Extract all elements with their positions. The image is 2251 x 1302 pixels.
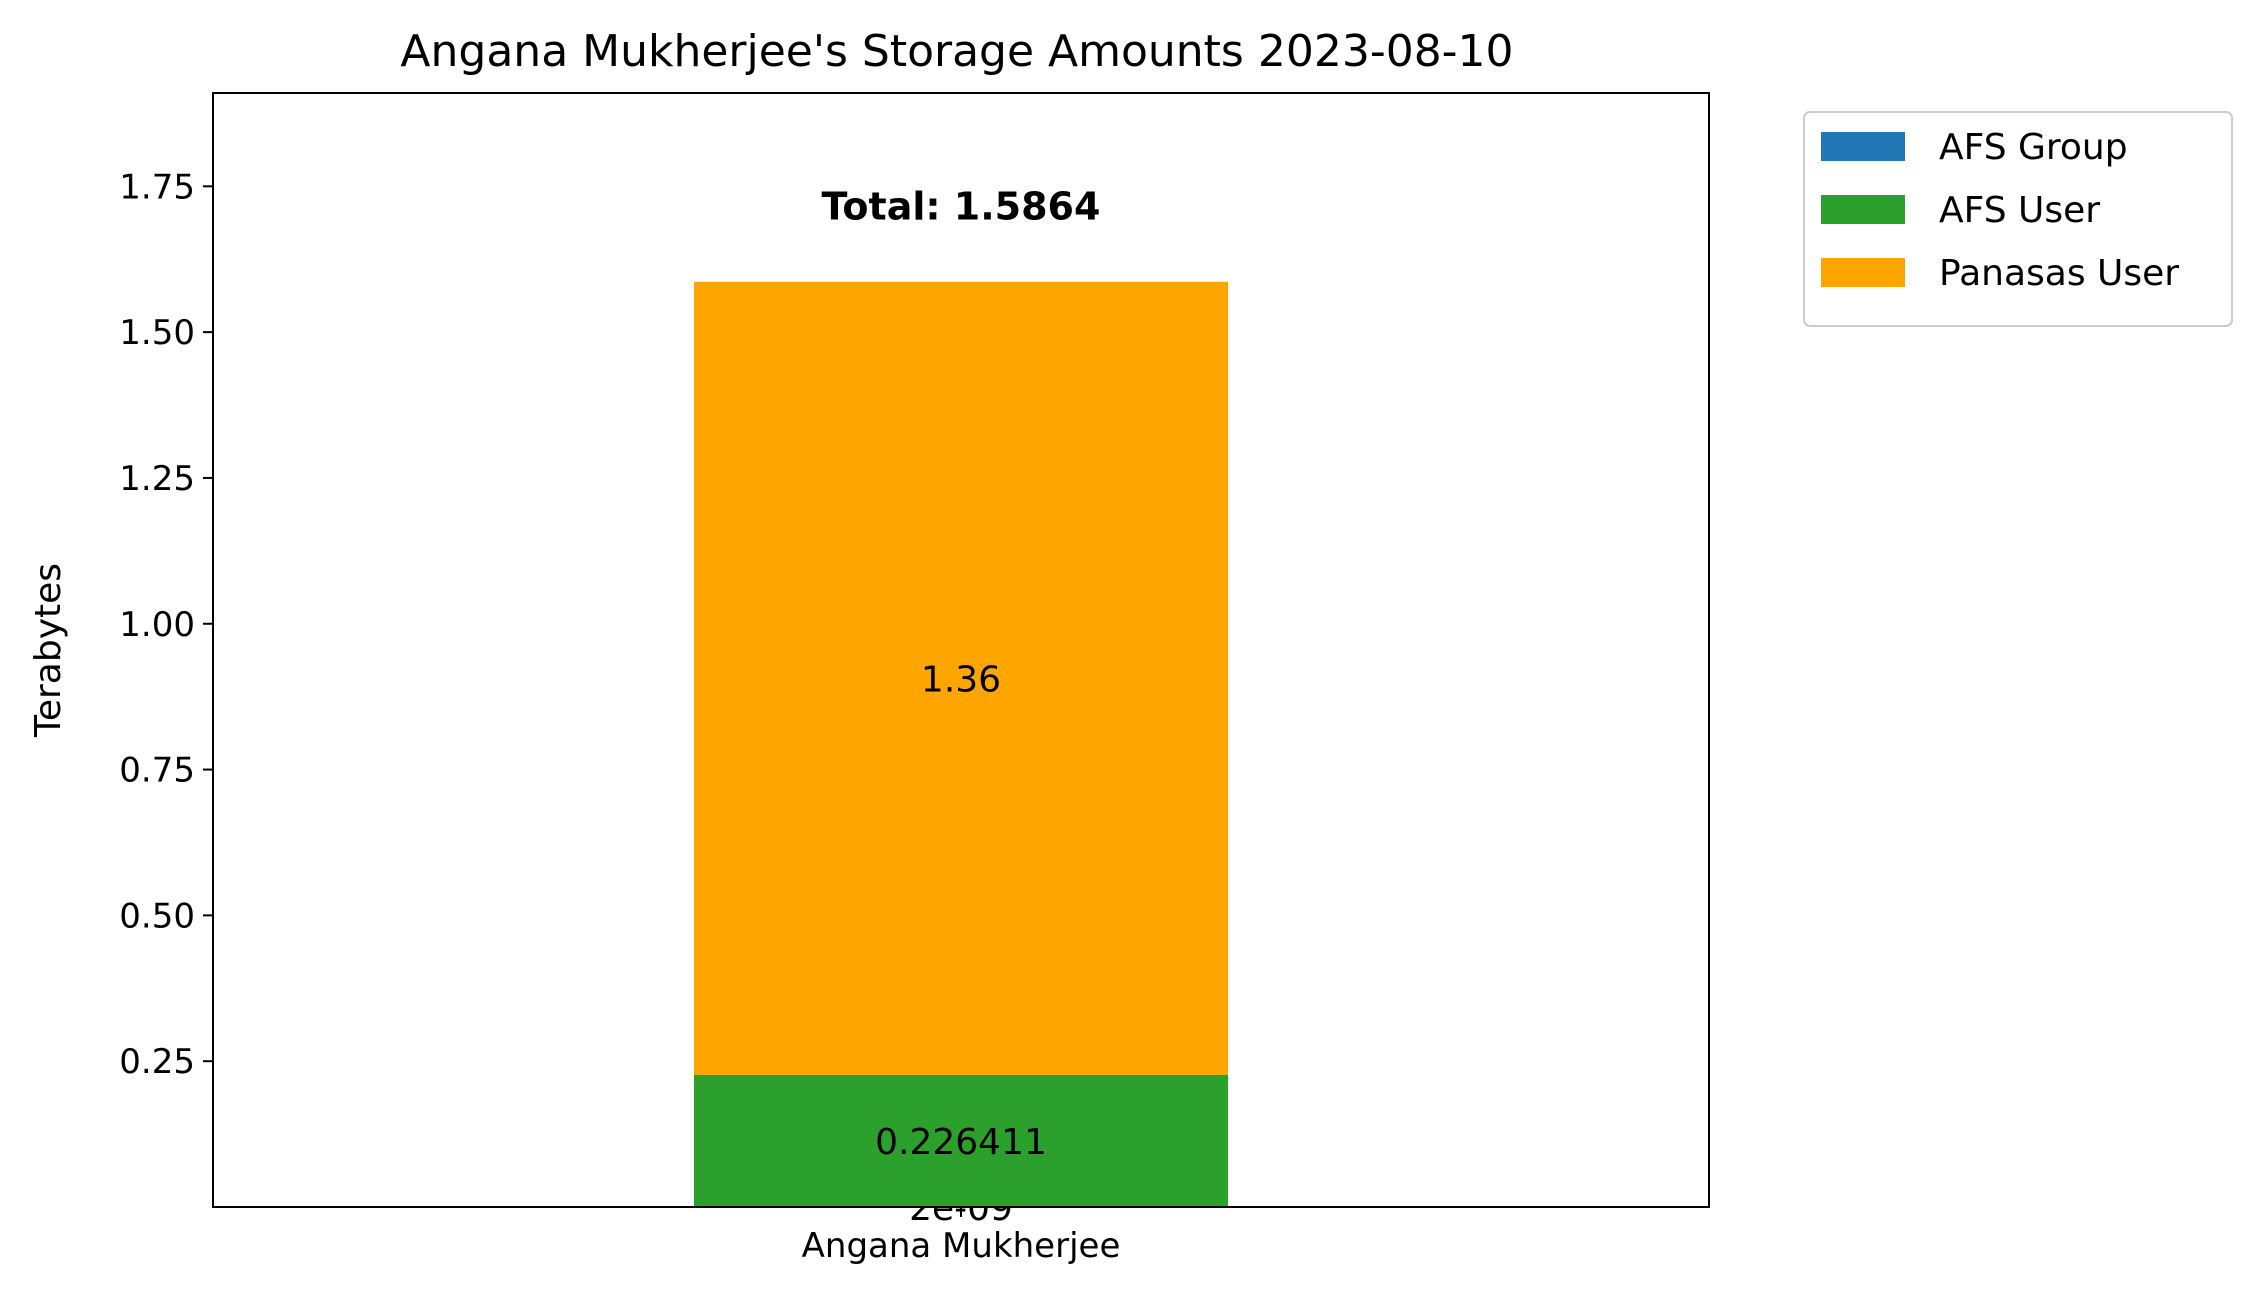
plot-frame — [212, 92, 1710, 1208]
bar-segment-afs-user — [693, 1074, 1229, 1207]
legend-label-panasas-user: Panasas User — [1939, 253, 2179, 294]
legend-label-afs-group: AFS Group — [1939, 127, 2128, 168]
total-label: Total: 1.5864 — [822, 185, 1101, 229]
legend: AFS Group AFS User Panasas User — [1803, 111, 2233, 327]
legend-frame — [1803, 111, 2233, 327]
legend-swatch-afs-user — [1821, 195, 1905, 224]
y-tick-label: 1.00 — [119, 605, 195, 645]
y-tick-label: 1.50 — [119, 313, 195, 353]
y-tick-label: 0.25 — [119, 1042, 195, 1082]
y-tick-label: 1.75 — [119, 167, 195, 207]
y-tick-label: 1.25 — [119, 459, 195, 499]
legend-swatch-afs-group — [1821, 132, 1905, 161]
segment-label-afs-user: 0.226411 — [875, 1122, 1047, 1163]
y-tick-label: 0.75 — [119, 751, 195, 791]
y-tick-label: 0.50 — [119, 896, 195, 936]
bar-segment-panasas-user — [693, 281, 1229, 1075]
segment-label-panasas-user: 1.36 — [921, 659, 1001, 700]
legend-label-afs-user: AFS User — [1939, 190, 2100, 231]
x-tick-label: Angana Mukherjee — [802, 1226, 1121, 1266]
y-axis-label: Terabytes — [28, 563, 69, 738]
chart-title: Angana Mukherjee's Storage Amounts 2023-… — [400, 26, 1513, 77]
legend-swatch-panasas-user — [1821, 258, 1905, 287]
